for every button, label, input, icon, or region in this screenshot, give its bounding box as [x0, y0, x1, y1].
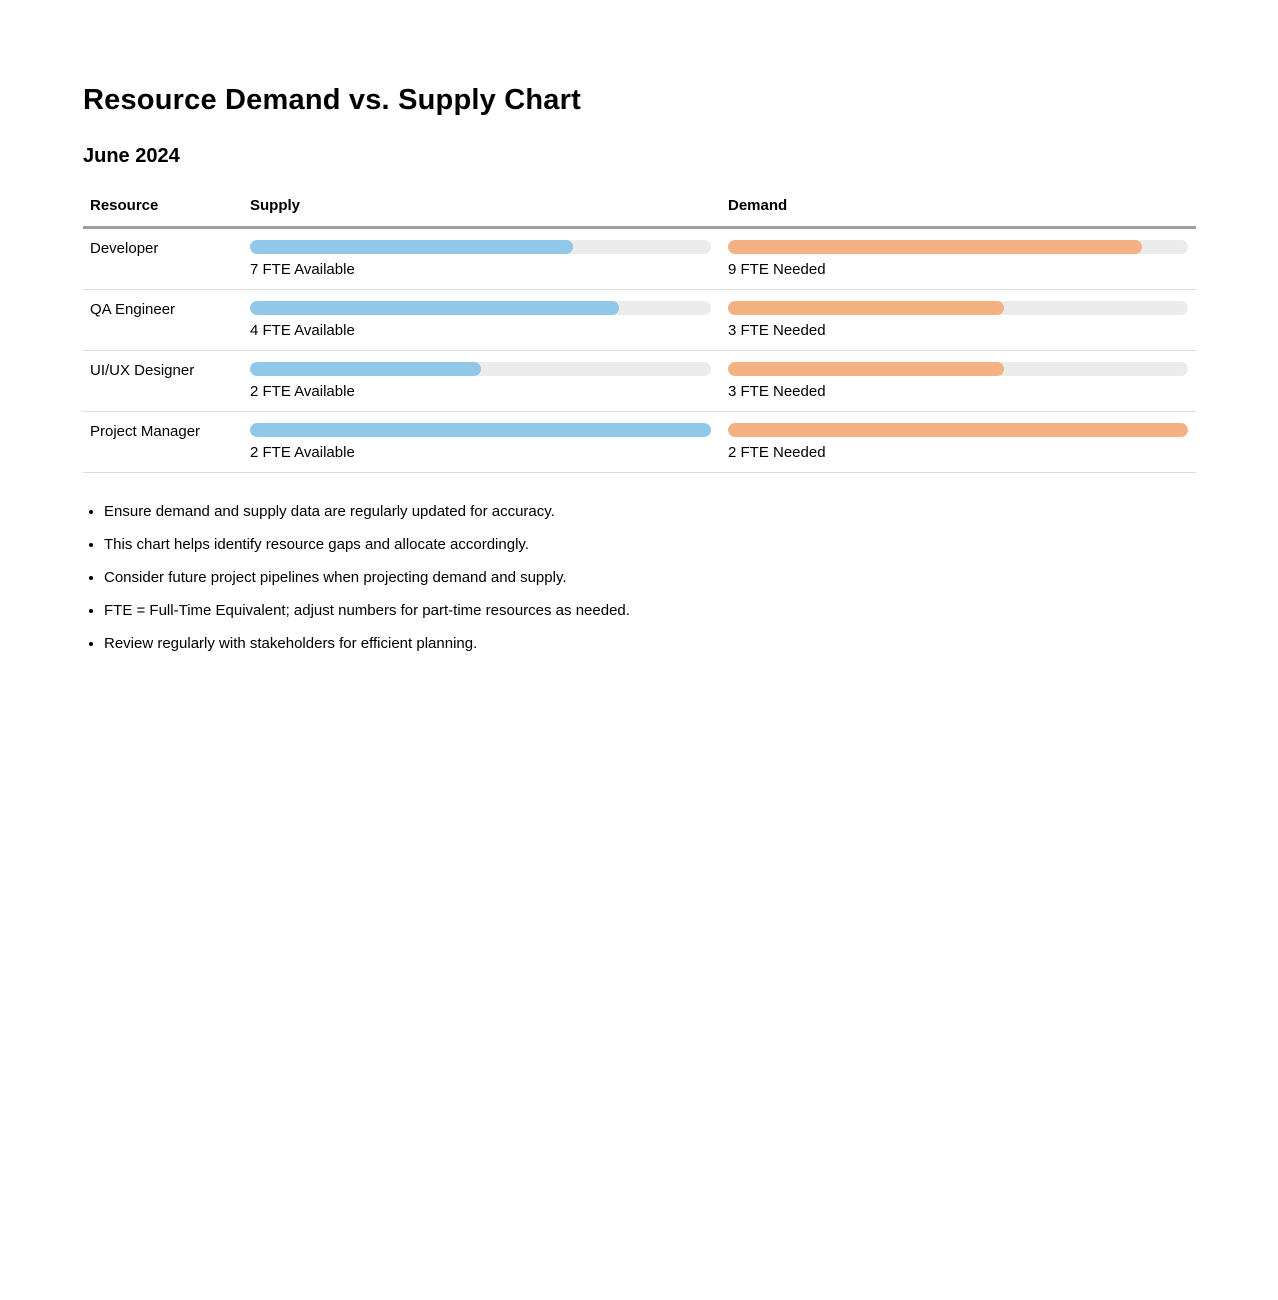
demand-bar-fill — [728, 301, 1004, 316]
resource-table: Resource Supply Demand Developer 7 FTE A… — [83, 197, 1196, 474]
supply-bar-track — [250, 240, 711, 255]
note-item: FTE = Full-Time Equivalent; adjust numbe… — [104, 603, 1196, 618]
column-header-demand: Demand — [728, 197, 788, 215]
demand-cell: 3 FTE Needed — [728, 301, 1196, 338]
table-header-row: Resource Supply Demand — [83, 197, 1196, 230]
supply-cell: 4 FTE Available — [250, 301, 728, 338]
supply-bar-track — [250, 301, 711, 316]
demand-label: 3 FTE Needed — [728, 322, 826, 340]
notes-list: Ensure demand and supply data are regula… — [83, 504, 1196, 651]
supply-bar-track — [250, 423, 711, 438]
note-item: Consider future project pipelines when p… — [104, 570, 1196, 585]
supply-label: 2 FTE Available — [250, 383, 355, 401]
supply-label: 4 FTE Available — [250, 322, 355, 340]
demand-bar-fill — [728, 362, 1004, 377]
note-item: This chart helps identify resource gaps … — [104, 537, 1196, 552]
demand-bar-fill — [728, 240, 1142, 255]
demand-bar-track — [728, 240, 1188, 255]
demand-cell: 3 FTE Needed — [728, 362, 1196, 399]
table-row: Developer 7 FTE Available 9 FTE Needed — [83, 229, 1196, 291]
resource-label: UI/UX Designer — [90, 362, 195, 380]
table-row: UI/UX Designer 2 FTE Available 3 FTE Nee… — [83, 351, 1196, 413]
table-row: QA Engineer 4 FTE Available 3 FTE Needed — [83, 290, 1196, 352]
column-header-supply: Supply — [250, 197, 301, 215]
supply-bar-fill — [250, 362, 481, 377]
resource-label: Developer — [90, 240, 159, 258]
table-row: Project Manager 2 FTE Available 2 FTE Ne… — [83, 412, 1196, 474]
supply-bar-fill — [250, 423, 711, 438]
supply-cell: 2 FTE Available — [250, 423, 728, 460]
supply-bar-track — [250, 362, 711, 377]
column-header-resource: Resource — [90, 197, 159, 215]
demand-label: 3 FTE Needed — [728, 383, 826, 401]
resource-label: Project Manager — [90, 423, 201, 441]
supply-label: 2 FTE Available — [250, 444, 355, 462]
page-subtitle: June 2024 — [83, 145, 180, 168]
note-item: Ensure demand and supply data are regula… — [104, 504, 1196, 519]
table-body: Developer 7 FTE Available 9 FTE Needed Q… — [83, 229, 1196, 474]
demand-bar-track — [728, 301, 1188, 316]
demand-cell: 9 FTE Needed — [728, 240, 1196, 277]
supply-cell: 7 FTE Available — [250, 240, 728, 277]
supply-cell: 2 FTE Available — [250, 362, 728, 399]
note-item: Review regularly with stakeholders for e… — [104, 636, 1196, 651]
demand-bar-track — [728, 362, 1188, 377]
demand-cell: 2 FTE Needed — [728, 423, 1196, 460]
supply-bar-fill — [250, 301, 619, 316]
demand-label: 9 FTE Needed — [728, 261, 826, 279]
demand-bar-fill — [728, 423, 1188, 438]
resource-label: QA Engineer — [90, 301, 176, 319]
supply-label: 7 FTE Available — [250, 261, 355, 279]
demand-bar-track — [728, 423, 1188, 438]
supply-bar-fill — [250, 240, 573, 255]
page-title: Resource Demand vs. Supply Chart — [83, 84, 581, 116]
demand-label: 2 FTE Needed — [728, 444, 826, 462]
